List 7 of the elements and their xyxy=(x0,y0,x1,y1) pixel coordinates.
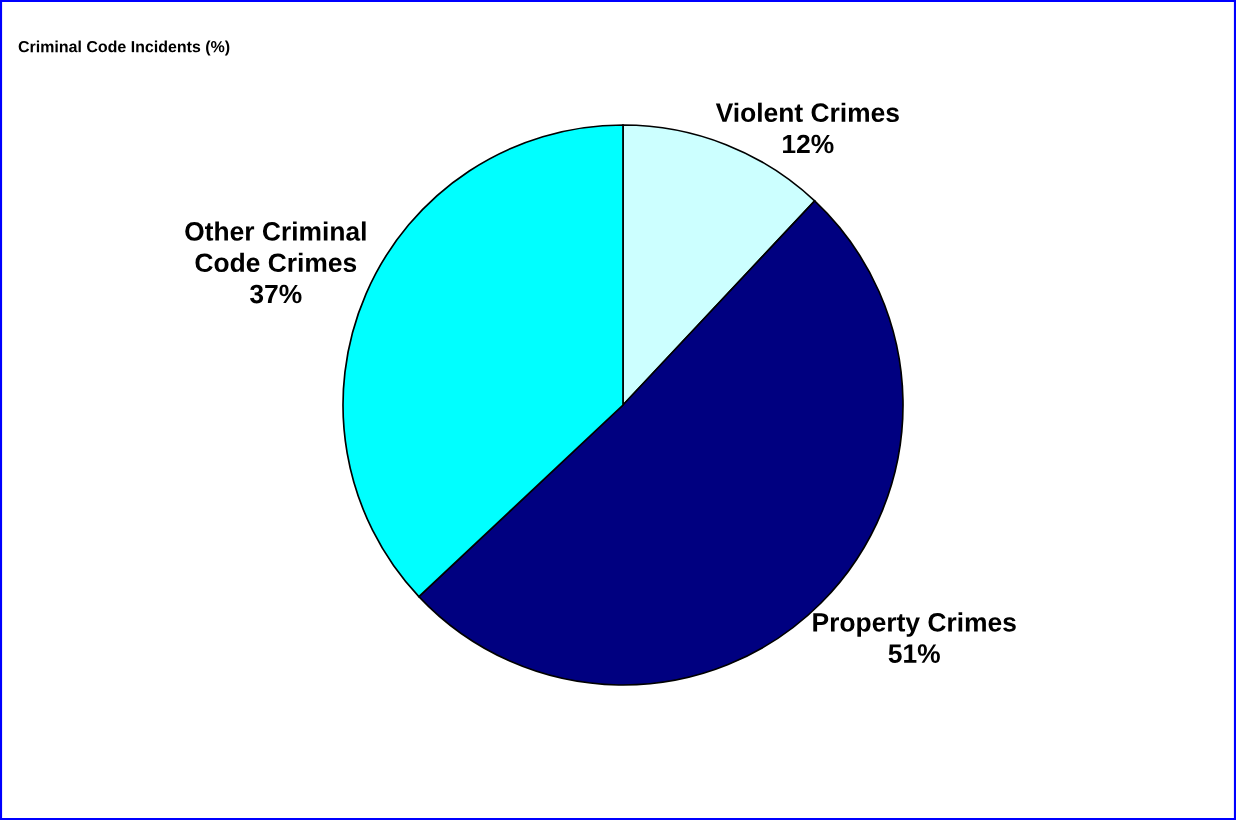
slice-label: Property Crimes xyxy=(813,612,1016,637)
chart-title: Criminal Code Incidents (%) xyxy=(18,40,230,56)
data-label: 51% xyxy=(888,644,940,663)
slice-label: Other Criminal Code Crimes xyxy=(185,221,366,273)
data-label: 37% xyxy=(250,284,302,304)
slice-label: Violent Crimes xyxy=(715,102,899,123)
data-label: 12% xyxy=(783,134,834,154)
